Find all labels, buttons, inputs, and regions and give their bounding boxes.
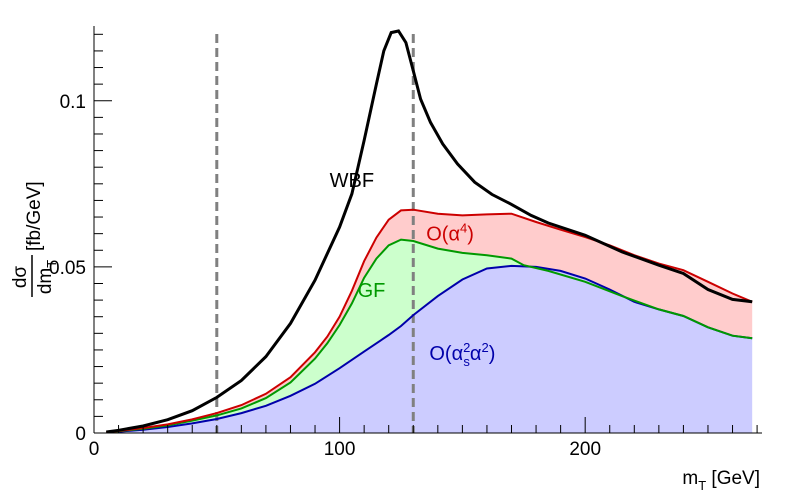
- curve-wbf: [106, 29, 753, 434]
- svg-text:[fb/GeV]: [fb/GeV]: [24, 181, 45, 251]
- series-label-wbf: WBF: [330, 170, 374, 192]
- fill-alpha4: [106, 209, 753, 433]
- x-tick-label: 0: [89, 439, 100, 460]
- y-tick-label: 0.05: [49, 258, 86, 279]
- x-axis-title: mT [GeV]: [682, 468, 760, 493]
- y-tick-label: 0: [75, 424, 86, 445]
- y-axis-title: dσ dmT [fb/GeV]: [10, 181, 59, 297]
- x-tick-label: 100: [324, 439, 356, 460]
- series-label-qcd: O(α2 sα2): [429, 340, 495, 369]
- svg-text:dmT: dmT: [35, 260, 59, 294]
- svg-text:dσ: dσ: [10, 266, 31, 289]
- series-label-gf: GF: [358, 280, 386, 302]
- y-tick-label: 0.1: [60, 92, 86, 113]
- area-fills: [106, 209, 753, 433]
- axes: 0 100 200 0 0.05 0.1: [49, 26, 762, 460]
- x-tick-label: 200: [569, 439, 601, 460]
- cut-lines: [215, 34, 415, 433]
- fill-gf: [106, 239, 753, 433]
- series-label-alpha4: O(α4): [426, 220, 474, 245]
- fill-qcd: [106, 265, 753, 433]
- curve-gf: [106, 238, 753, 434]
- series-curves: [106, 29, 753, 434]
